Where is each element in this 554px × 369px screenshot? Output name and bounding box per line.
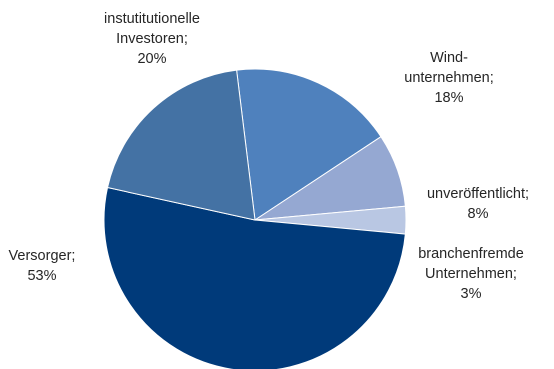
- slice-label-line: 3%: [461, 286, 482, 302]
- slice-label-1: unveröffentlicht; 8%: [427, 186, 529, 222]
- slice-label-line: 53%: [27, 268, 56, 284]
- slice-label-0: Wind-unternehmen; 18%: [404, 50, 493, 106]
- slice-label-line: Investoren;: [116, 31, 188, 47]
- slice-label-3: Versorger; 53%: [9, 248, 76, 284]
- slice-label-line: 20%: [137, 51, 166, 67]
- slice-label-2: branchenfremde Unternehmen; 3%: [418, 246, 524, 302]
- slice-label-4: instutitutionelle Investoren; 20%: [104, 11, 200, 67]
- slice-label-line: Unternehmen;: [425, 266, 517, 282]
- slice-label-line: branchenfremde: [418, 246, 524, 262]
- slice-label-line: unveröffentlicht;: [427, 186, 529, 202]
- slice-label-line: 18%: [434, 90, 463, 106]
- slice-label-line: Versorger;: [9, 248, 76, 264]
- pie-slice-0: [236, 68, 382, 221]
- slice-label-line: instutitutionelle: [104, 11, 200, 27]
- slice-label-line: Wind-: [430, 50, 468, 66]
- slice-label-line: unternehmen;: [404, 70, 493, 86]
- slice-label-line: 8%: [468, 206, 489, 222]
- pie-slice-3: [103, 186, 406, 369]
- pie-slice-4: [106, 69, 256, 221]
